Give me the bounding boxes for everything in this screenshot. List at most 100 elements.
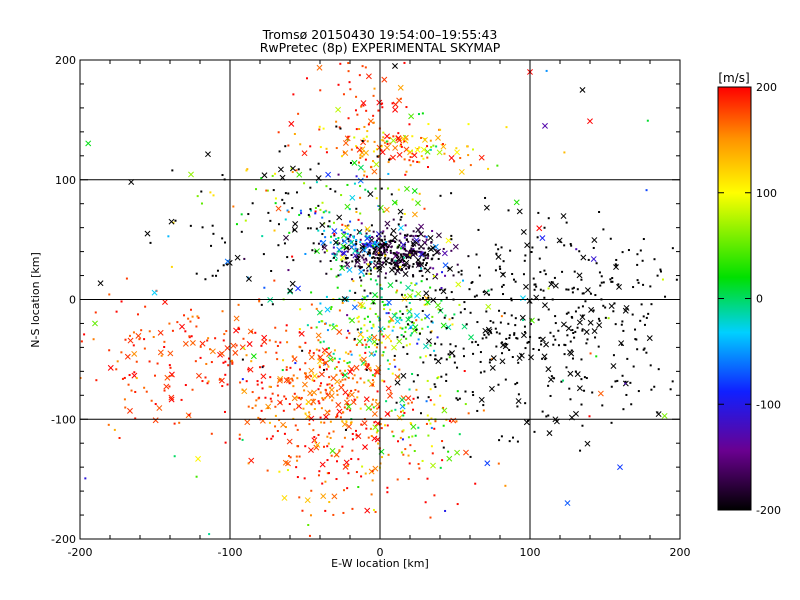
data-point-dot <box>312 352 315 355</box>
data-point-dot <box>399 310 402 313</box>
data-point-dot <box>387 172 390 175</box>
data-point-dot <box>561 270 564 273</box>
data-point-dot <box>367 436 370 439</box>
data-point-dot <box>366 329 369 332</box>
data-point-dot <box>154 374 157 377</box>
data-point-dot <box>354 109 357 112</box>
data-point-dot <box>135 377 138 380</box>
data-point-dot <box>375 148 378 151</box>
data-point-dot <box>369 366 372 369</box>
data-point-dot <box>344 351 347 354</box>
data-point-dot <box>425 262 428 265</box>
data-point-dot <box>416 160 419 163</box>
data-point-dot <box>340 194 343 197</box>
data-point-dot <box>241 358 244 361</box>
data-point-dot <box>330 454 333 457</box>
data-point-dot <box>404 173 407 176</box>
data-point-dot <box>611 280 614 283</box>
data-point-cross <box>317 358 323 365</box>
data-point-dot <box>400 145 403 148</box>
data-point-dot <box>332 430 335 433</box>
data-point-dot <box>526 341 529 344</box>
data-point-dot <box>385 312 388 315</box>
data-point-dot <box>629 381 632 384</box>
data-point-cross <box>372 424 379 431</box>
data-point-dot <box>330 268 333 271</box>
data-point-dot <box>544 273 547 276</box>
data-point-cross <box>396 338 403 345</box>
data-point-dot <box>346 237 349 240</box>
data-point-dot <box>636 279 639 282</box>
data-point-dot <box>429 354 432 357</box>
data-point-dot <box>241 438 244 441</box>
data-point-dot <box>426 477 429 480</box>
data-point-cross <box>576 319 583 326</box>
data-point-dot <box>395 279 398 282</box>
data-point-cross <box>152 417 159 424</box>
data-point-dot <box>318 366 321 369</box>
data-point-dot <box>362 243 365 246</box>
data-point-dot <box>335 460 338 463</box>
data-point-dot <box>488 361 491 364</box>
data-point-dot <box>489 320 492 323</box>
data-point-dot <box>373 140 376 143</box>
data-point-dot <box>637 390 640 393</box>
data-point-dot <box>221 237 224 240</box>
data-point-dot <box>310 375 313 378</box>
data-point-dot <box>430 258 433 261</box>
data-point-dot <box>574 370 577 373</box>
data-point-cross <box>515 398 522 405</box>
data-point-dot <box>391 102 394 105</box>
data-point-dot <box>345 336 348 339</box>
data-point-cross <box>520 332 527 339</box>
data-point-cross <box>361 420 368 427</box>
data-point-dot <box>440 357 443 360</box>
data-point-cross <box>244 419 251 426</box>
data-point-dot <box>351 432 354 435</box>
data-point-dot <box>426 414 429 417</box>
data-point-cross <box>124 353 131 360</box>
data-point-dot <box>320 407 323 410</box>
data-point-dot <box>341 260 344 263</box>
data-point-dot <box>204 376 207 379</box>
data-point-dot <box>583 376 586 379</box>
data-point-dot <box>594 294 597 297</box>
data-point-dot <box>335 478 338 481</box>
data-point-dot <box>542 289 545 292</box>
data-point-dot <box>467 154 470 157</box>
data-point-dot <box>392 325 395 328</box>
data-point-dot <box>389 239 392 242</box>
data-point-dot <box>422 259 425 262</box>
data-point-dot <box>266 189 269 192</box>
data-point-cross <box>332 239 339 246</box>
data-point-dot <box>359 358 362 361</box>
data-point-dot <box>364 188 367 191</box>
data-point-dot <box>205 362 208 365</box>
data-point-dot <box>414 295 417 298</box>
data-point-cross <box>379 149 386 156</box>
data-point-cross <box>399 396 406 403</box>
data-point-dot <box>383 327 386 330</box>
data-point-dot <box>199 345 202 348</box>
data-point-dot <box>372 94 375 97</box>
data-point-dot <box>377 253 380 256</box>
data-point-dot <box>332 323 335 326</box>
data-point-dot <box>423 207 426 210</box>
data-point-dot <box>372 398 375 401</box>
data-point-dot <box>381 239 384 242</box>
data-point-dot <box>417 338 420 341</box>
data-point-cross <box>182 340 189 347</box>
data-point-dot <box>467 412 470 415</box>
data-point-dot <box>576 326 579 329</box>
data-point-cross <box>541 353 548 360</box>
data-point-dot <box>482 290 485 293</box>
data-point-dot <box>419 356 422 359</box>
data-point-dot <box>389 249 392 252</box>
data-point-dot <box>163 389 166 392</box>
data-point-dot <box>274 172 277 175</box>
data-point-dot <box>407 402 410 405</box>
data-point-dot <box>264 351 267 354</box>
data-point-dot <box>168 385 171 388</box>
data-point-cross <box>286 438 293 445</box>
data-point-dot <box>341 445 344 448</box>
